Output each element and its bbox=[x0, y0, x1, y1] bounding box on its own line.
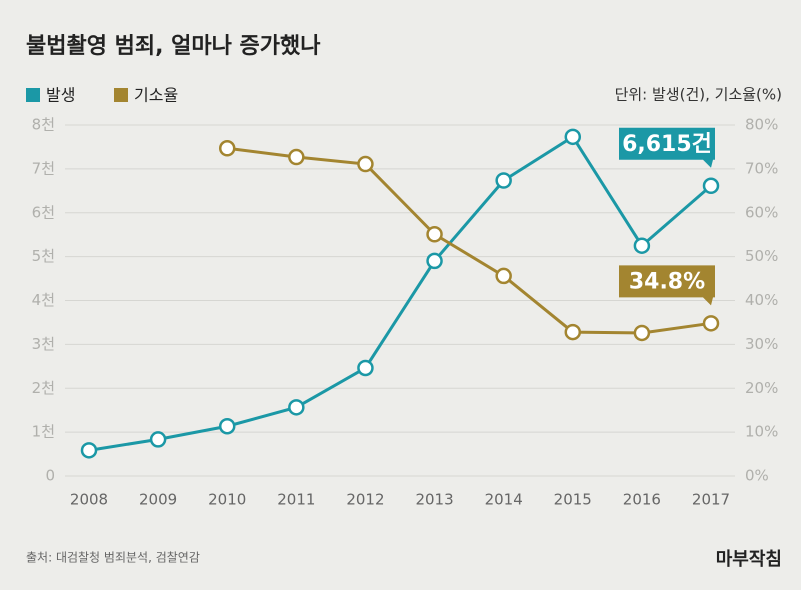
tick-label: 6천 bbox=[32, 203, 55, 221]
legend-swatch bbox=[26, 88, 40, 102]
tick-label: 70% bbox=[745, 159, 778, 177]
x-tick-label: 2008 bbox=[70, 491, 108, 509]
line bbox=[88, 134, 712, 452]
x-tick-label: 2014 bbox=[485, 491, 523, 509]
marker bbox=[218, 140, 236, 157]
tick-label: 4천 bbox=[32, 291, 55, 309]
x-tick-label: 2017 bbox=[692, 491, 730, 509]
data-label: 6,615건 bbox=[622, 132, 712, 157]
tick-label: 7천 bbox=[32, 159, 55, 177]
marker bbox=[149, 431, 167, 448]
marker bbox=[564, 128, 582, 146]
marker bbox=[564, 323, 582, 341]
source: 출처: 대검찰청 범죄분석, 검찰연감 bbox=[26, 551, 200, 565]
marker bbox=[357, 359, 374, 377]
tick-label: 0 bbox=[45, 467, 55, 485]
tick-label: 20% bbox=[745, 379, 778, 397]
x-tick-label: 2016 bbox=[623, 491, 661, 509]
legend-label: 발생 bbox=[46, 86, 75, 105]
legend-swatch bbox=[114, 88, 128, 102]
marker bbox=[702, 315, 720, 332]
unit-note: 단위: 발생(건), 기소율(%) bbox=[615, 86, 782, 104]
marker bbox=[426, 252, 443, 270]
logo: 마부작침 bbox=[716, 549, 782, 570]
tick-label: 80% bbox=[745, 116, 778, 134]
x-tick-label: 2010 bbox=[208, 491, 246, 509]
x-tick-label: 2011 bbox=[277, 491, 315, 509]
x-tick-label: 2015 bbox=[554, 491, 592, 509]
x-tick-label: 2013 bbox=[415, 491, 453, 509]
x-tick-label: 2009 bbox=[139, 491, 177, 509]
marker bbox=[495, 172, 512, 189]
legend-label: 기소율 bbox=[134, 86, 178, 105]
marker bbox=[633, 237, 651, 254]
tick-label: 30% bbox=[745, 335, 778, 353]
tick-label: 0% bbox=[745, 467, 769, 485]
tick-label: 1천 bbox=[32, 423, 55, 441]
marker bbox=[218, 417, 236, 435]
tick-label: 5천 bbox=[32, 247, 55, 265]
marker bbox=[495, 267, 512, 285]
tick-label: 40% bbox=[745, 291, 778, 309]
marker bbox=[357, 155, 374, 173]
marker bbox=[426, 225, 443, 243]
marker bbox=[288, 148, 305, 166]
line bbox=[227, 146, 712, 335]
tick-label: 50% bbox=[745, 247, 778, 265]
marker bbox=[288, 399, 305, 416]
tick-label: 60% bbox=[745, 203, 778, 221]
marker bbox=[633, 324, 651, 342]
chart-title: 불법촬영 범죄, 얼마나 증가했나 bbox=[26, 34, 320, 59]
tick-label: 3천 bbox=[32, 335, 55, 353]
data-label: 34.8% bbox=[629, 269, 705, 294]
tick-label: 8천 bbox=[32, 116, 55, 134]
tick-label: 10% bbox=[745, 423, 778, 441]
label-box bbox=[619, 265, 715, 306]
tick-label: 2천 bbox=[32, 379, 55, 397]
x-tick-label: 2012 bbox=[346, 491, 384, 509]
label-box bbox=[619, 127, 715, 168]
marker bbox=[702, 177, 720, 195]
marker bbox=[80, 442, 98, 459]
